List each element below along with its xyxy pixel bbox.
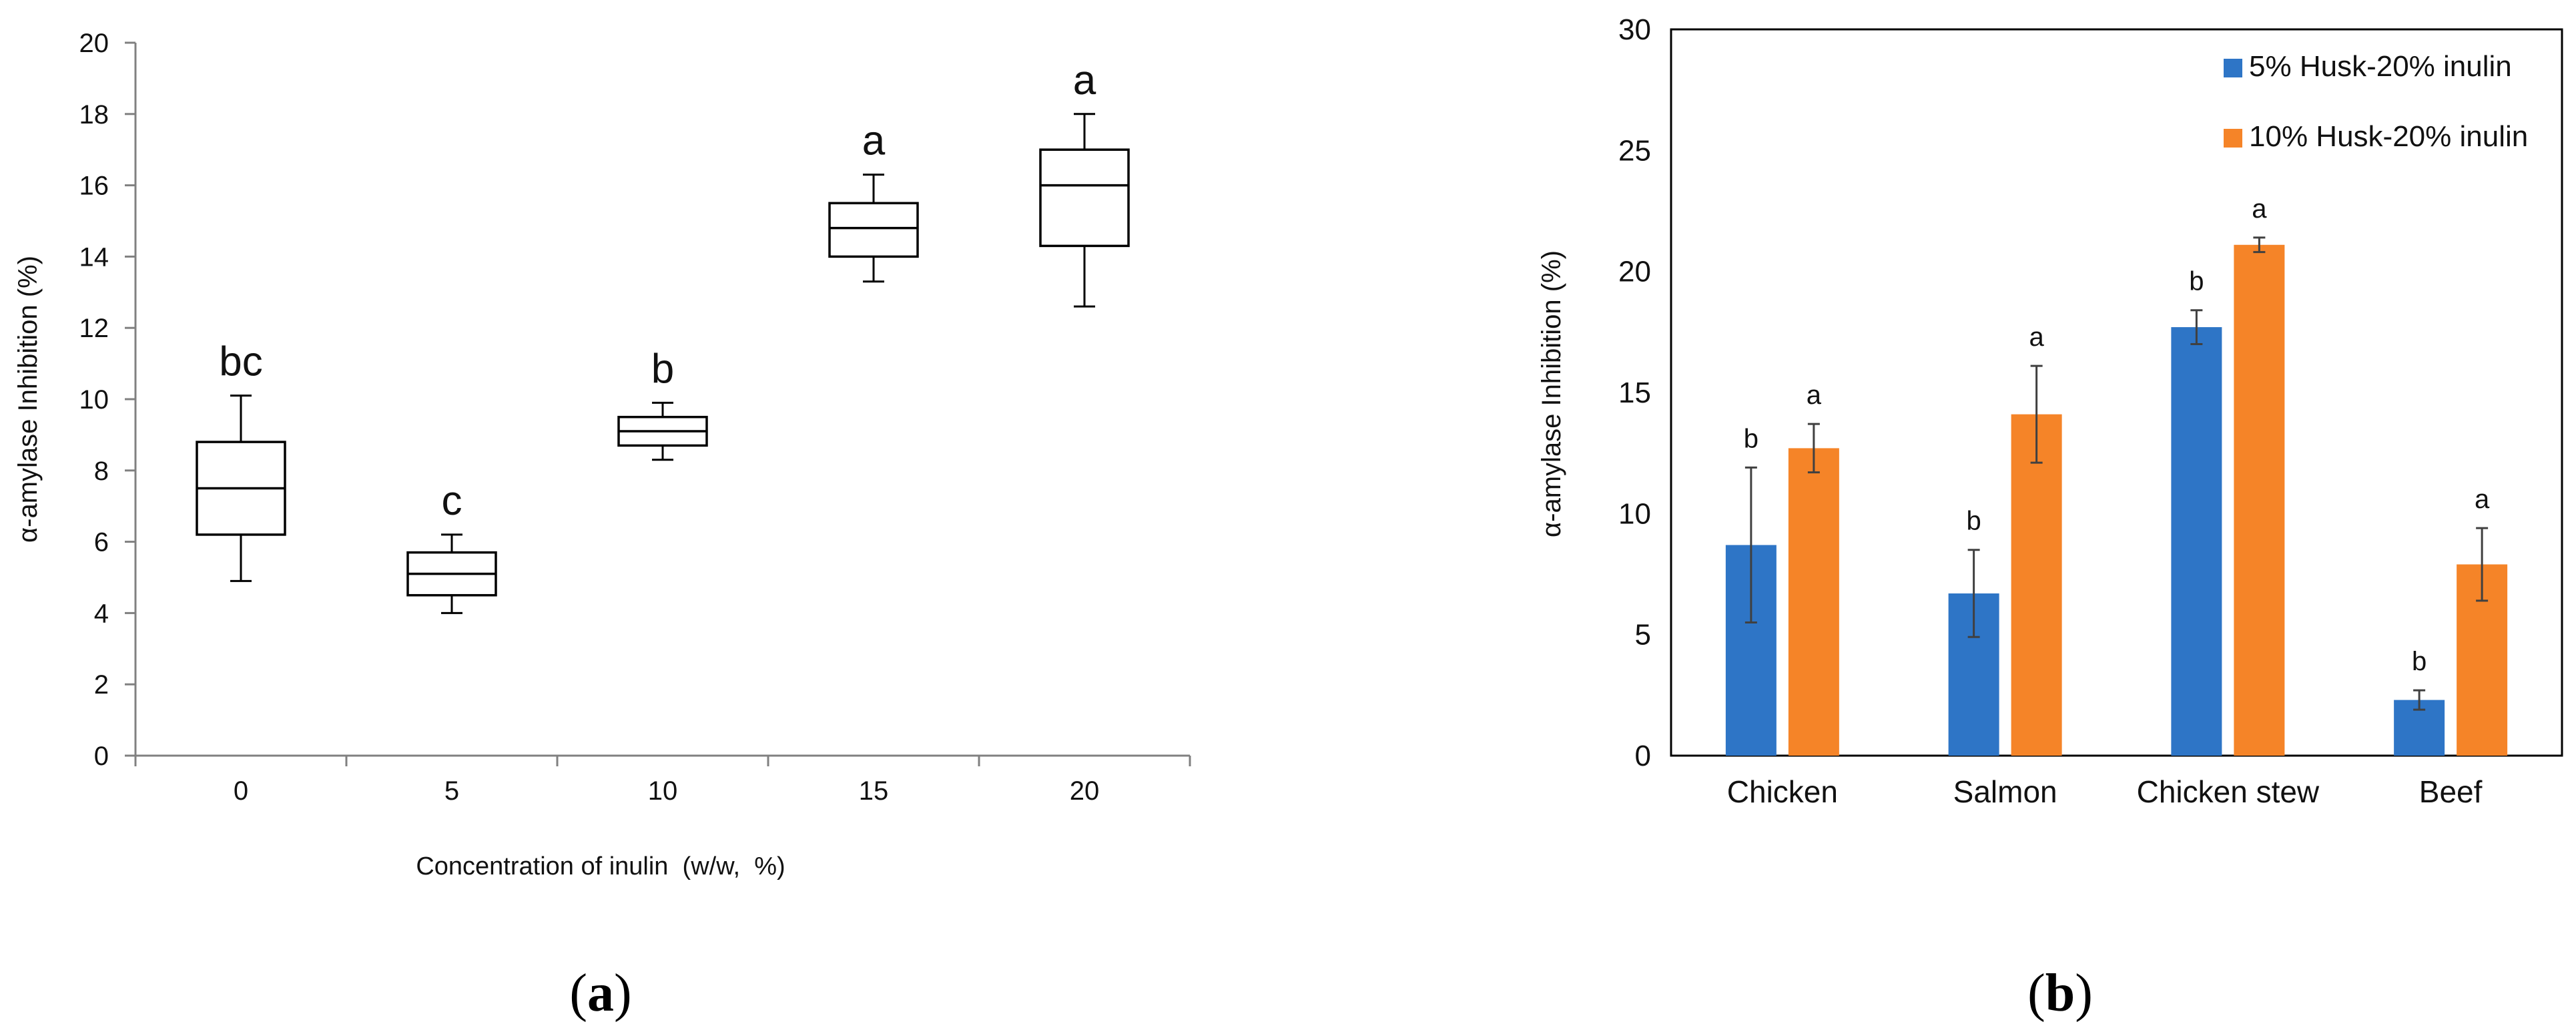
panel-a-box-15: a	[828, 118, 919, 283]
panel-a-y-tick-label: 8	[94, 457, 109, 486]
panel-a-significance-letter: b	[651, 346, 674, 392]
panel-b-x-tick-label: Salmon	[1953, 774, 2057, 809]
panel-a-significance-letter: a	[1073, 57, 1096, 103]
panel-b-bar	[2011, 414, 2062, 756]
panel-a-significance-letter: bc	[219, 339, 262, 385]
panel-b-x-tick-label: Beef	[2419, 774, 2483, 809]
panel-b-y-tick-label: 10	[1618, 497, 1651, 530]
panel-a-x-tick-label: 0	[234, 776, 248, 806]
panel-b-y-tick-label: 30	[1618, 13, 1651, 46]
panel-a-y-tick-label: 10	[79, 385, 109, 415]
panel-a-box-10: b	[617, 346, 708, 461]
panel-b-letter: b	[2045, 964, 2075, 1023]
panel-a-x-tick-label: 20	[1070, 776, 1100, 806]
panel-b-series-2: a a a a	[1788, 194, 2508, 756]
panel-a-letter: a	[587, 964, 614, 1023]
panel-b-significance-letter: b	[2189, 267, 2204, 296]
panel-a-boxplot: α-amylase Inhibition (%) Concentration o…	[13, 29, 1191, 1023]
panel-a-y-tick-label: 0	[94, 742, 109, 771]
panel-b-x-tick-label: Chicken stew	[2137, 774, 2320, 809]
panel-a-x-tick-label: 5	[444, 776, 459, 806]
panel-a-box-20: a	[1039, 57, 1130, 308]
panel-b-bar	[1788, 448, 1839, 756]
panel-b-label: (b)	[2027, 964, 2093, 1023]
panel-b-barchart: α-amylase Inhibition (%) (b) 0 5 10 15 20 25 3…	[1537, 13, 2563, 1023]
panel-b-x-tick-label: Chicken	[1727, 774, 1838, 809]
panel-b-significance-letter: a	[2475, 485, 2490, 514]
panel-b-y-axis-label: α-amylase Inhibition (%)	[1537, 250, 1566, 537]
panel-a-x-axis-label: Concentration of inulin (w/w, %)	[416, 852, 785, 880]
panel-b-significance-letter: a	[1807, 380, 1822, 410]
panel-a-y-tick-label: 14	[79, 242, 109, 272]
panel-a-y-tick-label: 16	[79, 172, 109, 201]
panel-a-iqr-box	[1039, 148, 1130, 248]
panel-a-y-axis-label: α-amylase Inhibition (%)	[13, 256, 43, 543]
panel-a-significance-letter: a	[862, 118, 886, 164]
panel-b-significance-letter: a	[2029, 322, 2045, 352]
panel-a-box-0: bc	[196, 339, 286, 582]
panel-b-y-tick-label: 25	[1618, 134, 1651, 167]
panel-b-legend-swatch	[2224, 129, 2242, 148]
panel-b-legend: 5% Husk-20% inulin 10% Husk-20% inulin	[2224, 50, 2528, 153]
panel-b-y-tick-label: 5	[1635, 619, 1651, 652]
panel-b-y-tick-label: 15	[1618, 376, 1651, 409]
panel-a-iqr-box	[828, 202, 919, 258]
panel-b-series-1: b b b b	[1725, 267, 2445, 756]
panel-a-box-5: c	[406, 478, 497, 614]
panel-b-significance-letter: b	[1967, 507, 1981, 536]
panel-a-y-tick-label: 6	[94, 528, 109, 557]
panel-b-significance-letter: a	[2252, 194, 2267, 224]
panel-a-y-tick-label: 12	[79, 314, 109, 343]
panel-a-x-tick-label: 15	[859, 776, 889, 806]
panel-b-significance-letter: b	[1744, 424, 1758, 453]
panel-a-label: (a)	[569, 964, 631, 1023]
panel-b-plot-frame	[1670, 28, 2563, 757]
panel-a-x-tick-label: 10	[648, 776, 678, 806]
panel-b-legend-label: 10% Husk-20% inulin	[2249, 120, 2528, 153]
panel-a-y-tick-label: 2	[94, 670, 109, 700]
panel-b-y-tick-label: 0	[1635, 740, 1651, 772]
panel-a-y-tick-label: 20	[79, 29, 109, 58]
panel-b-significance-letter: b	[2412, 647, 2427, 676]
panel-a-y-tick-label: 18	[79, 100, 109, 130]
panel-a-significance-letter: c	[442, 478, 462, 524]
panel-b-legend-swatch	[2224, 59, 2242, 77]
panel-b-legend-label: 5% Husk-20% inulin	[2249, 50, 2512, 83]
panel-b-bar	[2234, 244, 2285, 756]
panel-b-bar	[2171, 327, 2222, 756]
panel-b-y-tick-label: 20	[1618, 256, 1651, 288]
panel-a-y-tick-label: 4	[94, 599, 109, 628]
